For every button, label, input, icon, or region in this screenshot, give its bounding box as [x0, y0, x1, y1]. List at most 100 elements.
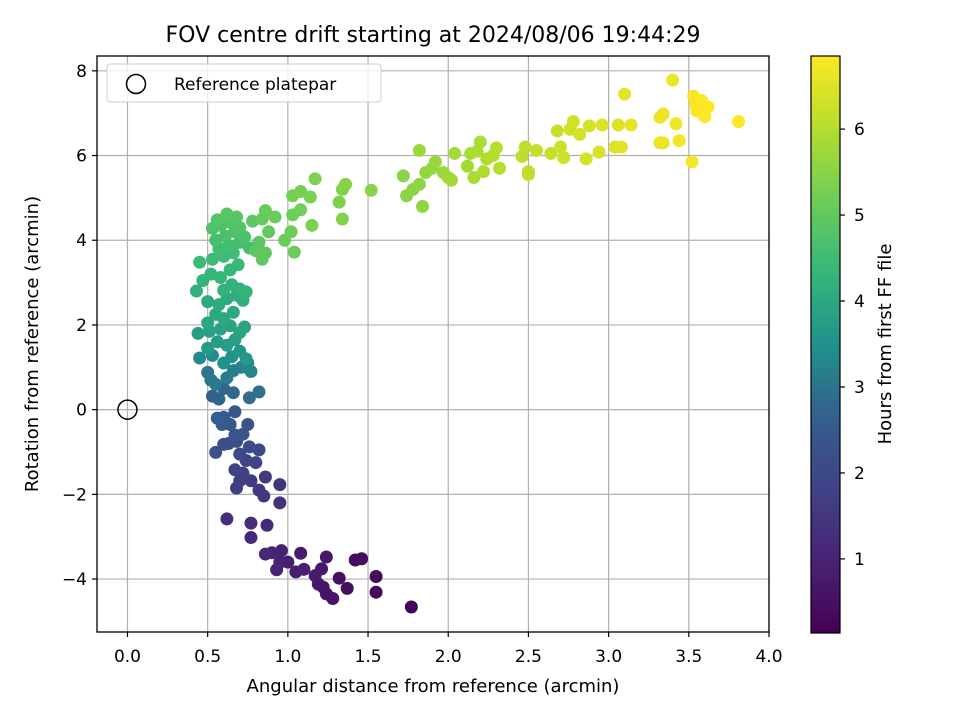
x-tick-label: 4.0	[755, 647, 782, 667]
x-tick-label: 1.5	[355, 647, 382, 667]
scatter-point	[220, 512, 234, 526]
scatter-point	[252, 385, 266, 399]
scatter-point	[477, 165, 491, 179]
scatter-point	[209, 377, 223, 391]
scatter-point	[685, 155, 699, 169]
scatter-point	[308, 569, 322, 583]
scatter-point	[369, 570, 383, 584]
scatter-point	[191, 326, 205, 340]
x-tick-label: 0.0	[114, 647, 141, 667]
y-axis-label: Rotation from reference (arcmin)	[22, 196, 43, 492]
scatter-point	[544, 146, 558, 160]
scatter-point	[228, 405, 242, 419]
scatter-point	[201, 295, 215, 309]
scatter-point	[242, 391, 256, 405]
scatter-point	[231, 258, 245, 272]
scatter-point	[273, 478, 287, 492]
scatter-point	[297, 562, 311, 576]
scatter-point	[348, 553, 362, 567]
scatter-point	[554, 140, 568, 154]
scatter-point	[217, 437, 231, 451]
scatter-point	[448, 146, 462, 160]
scatter-point	[226, 305, 240, 319]
scatter-point	[614, 140, 628, 154]
y-tick-label: 4	[76, 231, 87, 251]
colorbar-tick-label: 6	[854, 120, 865, 140]
scatter-point	[666, 73, 680, 87]
scatter-point	[573, 127, 587, 141]
scatter-point	[228, 463, 242, 477]
legend: Reference platepar	[106, 63, 382, 103]
y-tick-label: 8	[76, 62, 87, 82]
scatter-point	[672, 134, 686, 148]
scatter-point	[305, 218, 319, 232]
scatter-point	[230, 210, 244, 224]
scatter-point	[294, 546, 308, 560]
scatter-point	[529, 143, 543, 157]
x-axis-label: Angular distance from reference (arcmin)	[247, 676, 620, 697]
scatter-point	[210, 213, 224, 227]
scatter-point	[595, 118, 609, 132]
scatter-point	[252, 483, 266, 497]
scatter-point	[294, 185, 308, 199]
scatter-point	[201, 365, 215, 379]
scatter-point	[233, 221, 247, 235]
y-axis-ticks: −4 −2 0 2 4 6 8	[62, 62, 97, 590]
scatter-point	[242, 440, 256, 454]
scatter-point	[332, 571, 346, 585]
scatter-point	[258, 470, 272, 484]
colorbar-tick-label: 2	[854, 464, 865, 484]
scatter-point	[201, 316, 215, 330]
x-tick-label: 0.5	[194, 647, 221, 667]
scatter-point	[460, 159, 474, 173]
x-tick-label: 1.0	[274, 647, 301, 667]
scatter-point	[238, 320, 252, 334]
scatter-point	[213, 271, 227, 285]
scatter-point	[239, 285, 253, 299]
scatter-point	[193, 255, 207, 269]
x-tick-label: 3.5	[675, 647, 702, 667]
scatter-point	[205, 252, 219, 266]
scatter-point	[364, 183, 378, 197]
scatter-point	[228, 428, 242, 442]
scatter-point	[656, 107, 670, 121]
scatter-point	[201, 341, 215, 355]
scatter-point	[611, 118, 625, 132]
plot-frame	[96, 55, 770, 633]
scatter-point	[335, 212, 349, 226]
y-tick-label: 2	[76, 316, 87, 336]
scatter-point	[592, 145, 606, 159]
reference-marker	[117, 399, 138, 420]
scatter-point	[518, 140, 532, 154]
x-axis-ticks: 0.0 0.5 1.0 1.5 2.0 2.5 3.0 3.5 4.0	[114, 632, 783, 667]
scatter-point	[669, 117, 683, 131]
x-tick-label: 2.0	[435, 647, 462, 667]
scatter-point	[260, 518, 274, 532]
scatter-point	[226, 386, 240, 400]
chart-title: FOV centre drift starting at 2024/08/06 …	[166, 23, 701, 48]
y-tick-label: −4	[62, 570, 87, 590]
scatter-point	[521, 165, 535, 179]
scatter-point	[270, 563, 284, 577]
y-tick-label: 6	[76, 147, 87, 167]
scatter-point	[489, 141, 503, 155]
scatter-point	[701, 100, 715, 114]
colorbar-tick-label: 3	[854, 378, 865, 398]
scatter-point	[193, 351, 207, 365]
scatter-point	[209, 445, 223, 459]
y-tick-label: 0	[76, 401, 87, 421]
scatter-point	[287, 245, 301, 259]
colorbar	[810, 55, 841, 634]
scatter-point	[262, 225, 276, 239]
y-tick-label: −2	[62, 485, 87, 505]
legend-label: Reference platepar	[174, 75, 336, 95]
scatter-point	[249, 456, 263, 470]
scatter-point	[473, 135, 487, 149]
scatter-point	[339, 177, 353, 191]
x-tick-label: 2.5	[515, 647, 542, 667]
scatter-point	[467, 171, 481, 185]
scatter-point	[340, 581, 354, 595]
scatter-point	[624, 118, 638, 132]
scatter-point	[618, 87, 632, 101]
scatter-point	[217, 312, 231, 326]
